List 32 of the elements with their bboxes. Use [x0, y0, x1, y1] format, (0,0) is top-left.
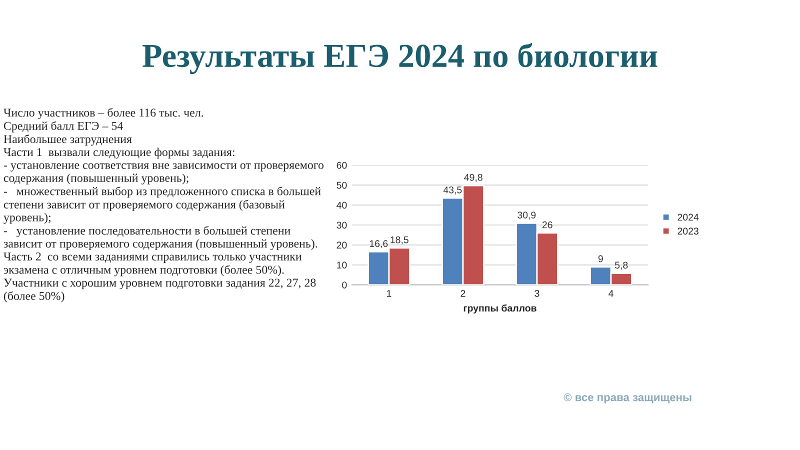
text: Часть 2 со всеми заданиями справились только участники экзамена с отличным уровнем подготовки (более 50%). Участники с хорошим уровнем подготовки задания 22, 27, 28 (более 50%): [4, 252, 316, 302]
data-label: 30,9: [518, 212, 536, 220]
data-label: 26: [542, 221, 552, 228]
legend-label: 2024: [678, 214, 699, 221]
y-tick-label: 60: [336, 162, 347, 169]
x-tick-label: 4: [608, 290, 614, 297]
data-label: 43,5: [443, 186, 462, 195]
text: Наибольшее затруднения: [4, 134, 132, 146]
data-label: 16,6: [370, 240, 388, 248]
data-label: 9: [598, 255, 603, 262]
text: Средний балл ЕГЭ – 54: [4, 121, 123, 132]
chart-title: Результаты ЕГЭ 2024 по биологии: [142, 42, 658, 74]
text: - множественный выбор из предложенного списка в большей степени зависит от проверяемого содержания (базовый уровень);: [4, 186, 321, 224]
x-tick-label: 2: [460, 290, 466, 297]
data-label: 5,8: [614, 262, 628, 270]
x-axis-title: группы баллов: [464, 304, 536, 314]
x-tick-label: 3: [534, 290, 540, 297]
legend-label: 2023: [678, 228, 698, 235]
y-tick-label: 50: [336, 182, 347, 189]
y-tick-label: 0: [342, 282, 347, 288]
y-tick-label: 30: [336, 222, 347, 229]
y-tick-label: 20: [336, 242, 347, 249]
data-label: 49,8: [464, 174, 482, 182]
text: - установление соответствия вне зависимости от проверяемого содержания (повышенный уровень);: [4, 163, 324, 184]
text: © все права защищены: [564, 393, 692, 404]
data-label: 18,5: [390, 236, 408, 244]
text: Число участников – более 116 тыс. чел.: [4, 108, 204, 120]
text: Части 1 вызвали следующие формы задания:: [4, 148, 234, 159]
text: - установление последовательности в большей степени зависит от проверяемого содержания (повышенный уровень).: [4, 226, 318, 250]
y-tick-label: 10: [337, 262, 347, 269]
x-tick-label: 1: [387, 290, 392, 297]
y-tick-label: 40: [336, 202, 347, 209]
